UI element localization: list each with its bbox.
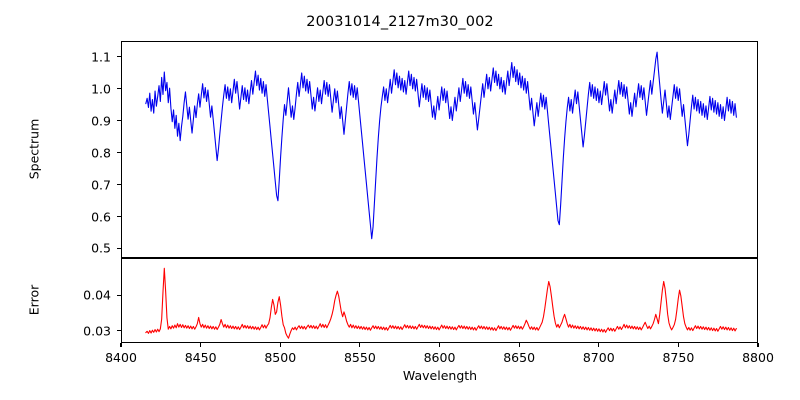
x-tick-label: 8400 [105, 350, 137, 365]
error-panel [121, 258, 758, 343]
y-tick-label: 0.7 [91, 177, 111, 193]
spectrum-line [145, 51, 737, 240]
x-tick-mark [359, 343, 361, 347]
x-tick-label: 8450 [184, 350, 217, 365]
y-tick-label: 0.6 [91, 209, 111, 224]
error-line [145, 267, 737, 339]
y-tick-label: 0.03 [83, 323, 111, 339]
x-tick-label: 8600 [423, 350, 456, 365]
y-axis-label-error: Error [26, 284, 42, 316]
x-tick-mark [120, 343, 122, 347]
y-tick-mark [117, 215, 121, 218]
y-tick-label: 0.9 [91, 113, 111, 129]
x-axis-label: Wavelength [402, 368, 478, 383]
x-tick-mark [438, 343, 441, 347]
x-tick-label: 8750 [662, 350, 695, 365]
y-tick-mark [117, 88, 121, 90]
y-tick-mark [117, 184, 121, 186]
x-tick-mark [677, 343, 679, 347]
y-tick-label: 1.1 [91, 49, 111, 65]
y-tick-label: 0.8 [91, 145, 111, 161]
x-tick-label: 8550 [343, 350, 376, 365]
y-tick-label: 1.0 [91, 81, 111, 97]
y-tick-label: 0.04 [83, 287, 111, 303]
y-tick-mark [117, 247, 121, 249]
spectrum-panel [121, 41, 758, 258]
y-tick-label: 0.5 [91, 240, 111, 256]
spectrum-plot-area [145, 51, 737, 240]
chart-title: 20031014_2127m30_002 [306, 14, 494, 30]
y-tick-mark [117, 152, 121, 154]
y-tick-mark [117, 56, 121, 58]
x-tick-mark [279, 343, 281, 347]
y-tick-mark [117, 330, 121, 332]
x-tick-mark [200, 343, 202, 347]
x-tick-mark [598, 343, 600, 347]
y-tick-mark [117, 120, 121, 122]
y-axis-label-spectrum: Spectrum [26, 118, 42, 180]
x-tick-label: 8650 [503, 350, 536, 365]
error-plot-area [145, 267, 737, 339]
x-tick-mark [757, 343, 759, 347]
x-tick-mark [518, 343, 520, 347]
y-tick-mark [117, 294, 121, 296]
x-tick-label: 8800 [742, 350, 774, 365]
x-tick-label: 8700 [582, 350, 615, 365]
x-tick-label: 8500 [264, 350, 297, 365]
